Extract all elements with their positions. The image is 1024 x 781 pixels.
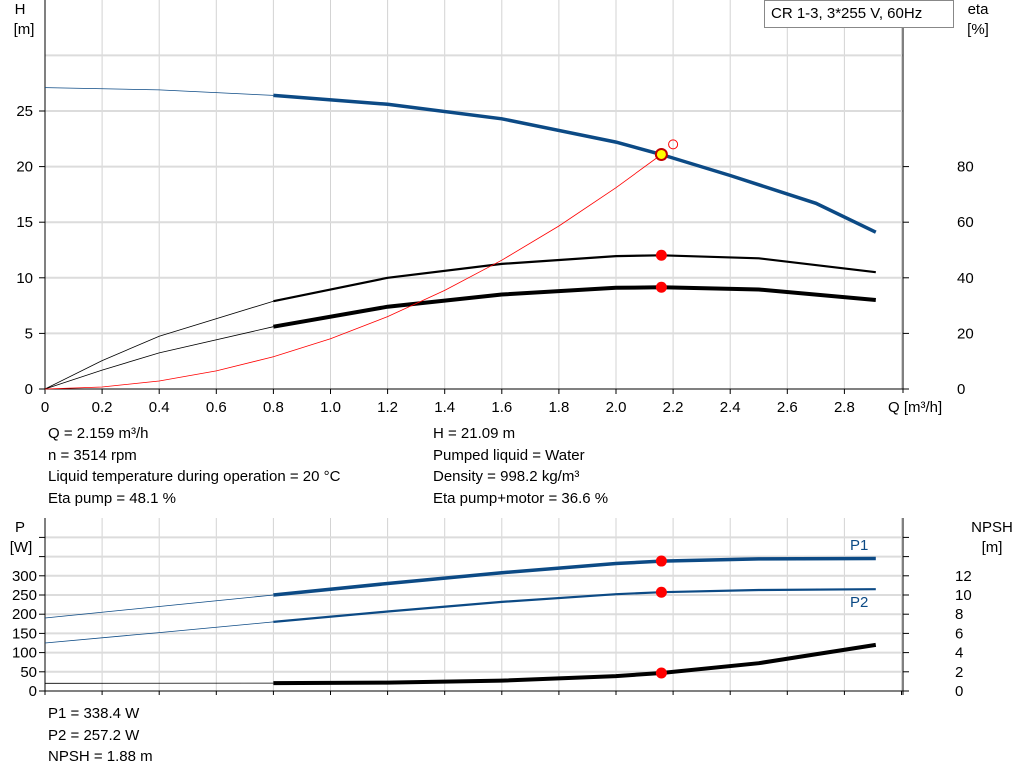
x-tick-label: 1.2 <box>377 399 398 416</box>
p-axis-unit: [W] <box>10 539 33 556</box>
npsh-tick-label: 2 <box>955 664 963 681</box>
x-tick-label: 1.4 <box>434 399 455 416</box>
info-npsh: NPSH = 1.88 m <box>48 748 153 765</box>
info-speed: n = 3514 rpm <box>48 446 137 464</box>
p-tick-label: 100 <box>12 645 37 662</box>
info-top-left: Q = 2.159 m³/h n = 3514 rpm Liquid tempe… <box>48 423 340 509</box>
info-liquid-temp: Liquid temperature during operation = 20… <box>48 468 341 485</box>
x-axis-label: Q [m³/h] <box>888 399 942 416</box>
y2-tick-label: 60 <box>957 214 974 231</box>
p-axis-label: P <box>15 519 25 536</box>
y-axis-unit: [m] <box>14 21 35 38</box>
p-tick-label: 150 <box>12 625 37 642</box>
npsh-tick-label: 10 <box>955 587 972 604</box>
npsh-tick-label: 0 <box>955 683 963 700</box>
npsh-tick-label: 4 <box>955 645 963 662</box>
y-tick-label: 5 <box>25 325 33 342</box>
x-tick-label: 2.8 <box>834 399 855 416</box>
y2-tick-label: 40 <box>957 270 974 287</box>
x-tick-label: 1.6 <box>491 399 512 416</box>
x-tick-label: 0.6 <box>206 399 227 416</box>
curve-H-extrapolated <box>44 87 274 96</box>
x-tick-label: 1.8 <box>548 399 569 416</box>
curve-H <box>273 93 877 234</box>
p1-series-label: P1 <box>850 537 868 554</box>
info-p1: P1 = 338.4 W <box>48 705 140 722</box>
curve-NPSH <box>273 642 877 686</box>
curve-P1 <box>273 556 876 597</box>
p1-point-marker <box>655 555 667 567</box>
y-tick-label: 10 <box>16 270 33 287</box>
npsh-tick-label: 6 <box>955 625 963 642</box>
curve-eta_pump-extrapolated <box>44 300 274 390</box>
info-eta-pump: Eta pump = 48.1 % <box>48 489 176 507</box>
info-liquid: Pumped liquid = Water <box>433 446 585 464</box>
curve-P2-extrapolated <box>44 621 274 644</box>
npsh-axis-unit: [m] <box>982 539 1003 556</box>
info-flow: Q = 2.159 m³/h <box>48 425 149 442</box>
p-tick-label: 300 <box>12 568 37 585</box>
p2-point-marker <box>655 586 667 598</box>
info-p2: P2 = 257.2 W <box>48 726 140 744</box>
npsh-tick-label: 8 <box>955 606 963 623</box>
p-tick-label: 200 <box>12 606 37 623</box>
x-tick-label: 2.2 <box>663 399 684 416</box>
p-tick-label: 250 <box>12 587 37 604</box>
curve-system <box>44 154 662 390</box>
y2-tick-label: 80 <box>957 159 974 176</box>
x-tick-label: 0.2 <box>92 399 113 416</box>
x-tick-label: 2.0 <box>606 399 627 416</box>
curve-eta_pump_motor <box>273 285 876 329</box>
y2-tick-label: 20 <box>957 325 974 342</box>
npsh-tick-label: 12 <box>955 568 972 585</box>
y2-tick-label: 0 <box>957 381 965 398</box>
p2-series-label: P2 <box>850 594 868 611</box>
curve-P1-extrapolated <box>44 594 274 619</box>
npsh-axis-label: NPSH <box>971 519 1013 536</box>
title-box: CR 1-3, 3*255 V, 60Hz <box>764 0 954 28</box>
info-eta-pump-motor: Eta pump+motor = 36.6 % <box>433 489 609 507</box>
x-tick-label: 2.6 <box>777 399 798 416</box>
requested-point-marker <box>668 139 679 150</box>
x-tick-label: 0.4 <box>149 399 170 416</box>
x-tick-label: 0.8 <box>263 399 284 416</box>
info-bottom: P1 = 338.4 W P2 = 257.2 W NPSH = 1.88 m <box>48 703 153 768</box>
p-tick-label: 50 <box>20 664 37 681</box>
y2-axis-label: eta <box>968 1 990 18</box>
eta-pump-point-marker <box>655 249 667 261</box>
curve-P2 <box>273 588 876 623</box>
y-tick-label: 20 <box>16 159 33 176</box>
x-tick-label: 0 <box>41 399 49 416</box>
info-top-right: H = 21.09 m Pumped liquid = Water Densit… <box>433 423 608 509</box>
y2-axis-unit: [%] <box>967 21 989 38</box>
eta-pump-motor-point-marker <box>655 281 667 293</box>
x-tick-label: 2.4 <box>720 399 741 416</box>
y-tick-label: 0 <box>25 381 33 398</box>
x-tick-label: 1.0 <box>320 399 341 416</box>
curve-eta_pump <box>273 254 876 303</box>
y-tick-label: 25 <box>16 103 33 120</box>
y-axis-label: H <box>15 1 26 18</box>
p-tick-label: 0 <box>29 683 37 700</box>
info-density: Density = 998.2 kg/m³ <box>433 468 580 485</box>
npsh-point-marker <box>655 667 667 679</box>
y-tick-label: 15 <box>16 214 33 231</box>
duty-point-marker <box>654 147 668 161</box>
info-head: H = 21.09 m <box>433 425 516 442</box>
curve-eta_pump_motor-extrapolated <box>44 326 274 390</box>
